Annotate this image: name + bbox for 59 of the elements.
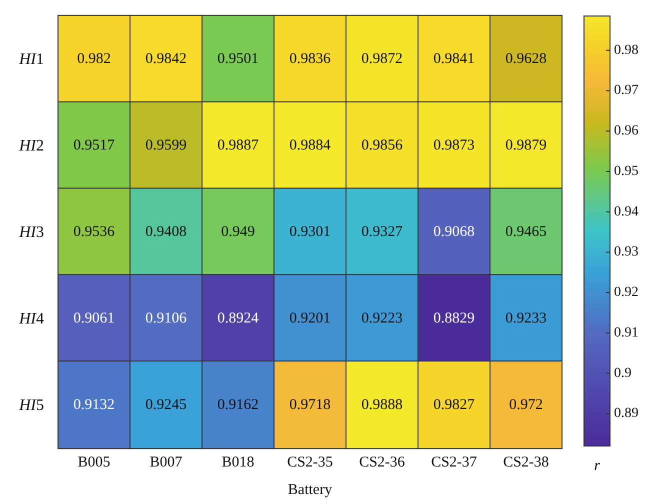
color-bar-label: 0.91 [614, 325, 638, 340]
y-tick-label: HI4 [18, 310, 44, 327]
x-tick-label: CS2-37 [431, 454, 478, 471]
data-label: 0.9599 [145, 138, 187, 154]
data-label: 0.9465 [505, 224, 547, 240]
data-label: 0.9233 [505, 310, 547, 326]
data-label: 0.9536 [73, 224, 116, 240]
data-label: 0.9873 [433, 138, 475, 154]
data-label: 0.9301 [289, 224, 331, 240]
x-tick-label: CS2-38 [503, 454, 549, 471]
data-label: 0.8924 [217, 310, 260, 326]
color-bar-label: 0.93 [614, 244, 638, 260]
data-label: 0.949 [221, 224, 255, 240]
data-label: 0.9628 [505, 51, 547, 68]
data-label: 0.9501 [217, 51, 259, 68]
data-label: 0.9879 [505, 138, 547, 154]
data-label: 0.972 [509, 396, 543, 413]
data-label: 0.9132 [73, 396, 115, 413]
data-label: 0.9106 [145, 310, 188, 326]
x-tick-label: B005 [78, 454, 110, 471]
data-label: 0.9856 [361, 138, 404, 154]
data-label: 0.9223 [361, 310, 403, 326]
data-label: 0.9884 [289, 138, 332, 154]
data-label: 0.9517 [73, 138, 116, 154]
data-label: 0.9245 [145, 396, 187, 413]
color-bar-label: 0.98 [614, 42, 638, 58]
data-label: 0.9408 [145, 224, 187, 240]
y-tick-label: HI1 [18, 50, 44, 68]
data-label: 0.8829 [433, 310, 475, 326]
data-label: 0.9872 [361, 51, 403, 68]
data-label: 0.9061 [73, 310, 115, 326]
color-bar-title: r [594, 458, 600, 474]
data-label: 0.9841 [433, 51, 475, 68]
x-tick-label: B007 [150, 454, 183, 471]
x-tick-label: CS2-36 [359, 454, 406, 471]
x-axis-title: Battery [288, 482, 333, 498]
color-bar-label: 0.94 [614, 204, 638, 220]
x-tick-label: B018 [222, 454, 254, 471]
color-bar-label: 0.89 [614, 406, 638, 422]
y-tick-label: HI5 [18, 396, 44, 414]
data-label: 0.9068 [433, 224, 475, 240]
data-label: 0.9842 [145, 51, 187, 68]
x-tick-label: CS2-35 [287, 454, 333, 471]
color-bar-label: 0.92 [614, 285, 638, 300]
y-tick-label: HI2 [18, 137, 44, 154]
color-bar-label: 0.96 [614, 124, 638, 139]
data-label: 0.9836 [289, 51, 332, 68]
data-label: 0.9888 [361, 396, 403, 413]
data-label: 0.9201 [289, 310, 331, 326]
color-bar-label: 0.97 [614, 83, 638, 98]
data-label: 0.9827 [433, 396, 476, 413]
color-bar-label: 0.9 [614, 366, 632, 381]
data-label: 0.9327 [361, 224, 404, 240]
y-tick-label: HI3 [18, 224, 44, 240]
data-label: 0.982 [77, 51, 111, 68]
color-bar-label: 0.95 [614, 164, 638, 179]
data-label: 0.9887 [217, 138, 260, 154]
data-label: 0.9162 [217, 396, 259, 413]
data-label: 0.9718 [289, 396, 331, 413]
